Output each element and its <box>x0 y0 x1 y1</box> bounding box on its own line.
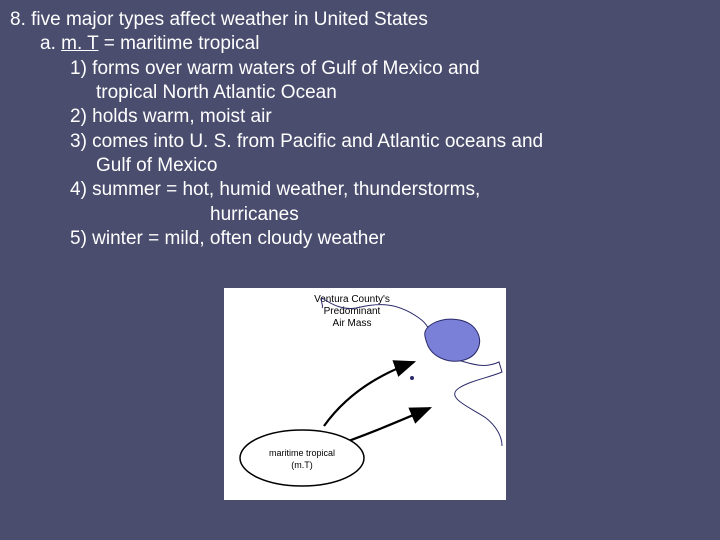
arrow-upper <box>324 362 414 426</box>
item3-line1: 3) comes into U. S. from Pacific and Atl… <box>70 130 710 154</box>
item2: 2) holds warm, moist air <box>70 105 710 129</box>
heading-8: 8. five major types affect weather in Un… <box>10 8 710 32</box>
diagram-title-3: Air Mass <box>333 318 372 329</box>
air-mass-oval <box>240 430 364 486</box>
oval-label-1: maritime tropical <box>269 448 335 458</box>
air-mass-diagram: Ventura County's Predominant Air Mass ma… <box>224 288 506 500</box>
item4-line2: hurricanes <box>210 203 710 227</box>
item1-line1: 1) forms over warm waters of Gulf of Mex… <box>70 57 710 81</box>
island-dot <box>410 376 414 380</box>
sub-a-prefix: a. <box>40 33 61 54</box>
sub-a-code: m. T <box>61 33 98 54</box>
landmass <box>425 319 480 361</box>
item3-line2: Gulf of Mexico <box>96 154 710 178</box>
outline-text-block: 8. five major types affect weather in Un… <box>0 0 720 251</box>
diagram-title-2: Predominant <box>324 306 381 317</box>
sub-a: a. m. T = maritime tropical <box>40 32 710 56</box>
item1-line2: tropical North Atlantic Ocean <box>96 81 710 105</box>
item4-line1: 4) summer = hot, humid weather, thunders… <box>70 178 710 202</box>
diagram-title-1: Ventura County's <box>314 294 390 305</box>
oval-label-2: (m.T) <box>291 460 313 470</box>
item5: 5) winter = mild, often cloudy weather <box>70 227 710 251</box>
sub-a-rest: = maritime tropical <box>98 33 259 54</box>
